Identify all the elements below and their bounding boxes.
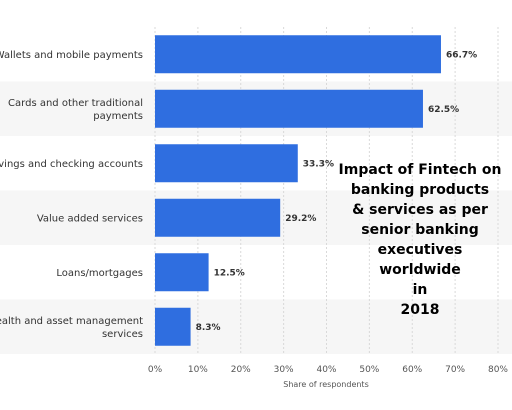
category-labels: Wallets and mobile payments Cards and oth… [0, 50, 143, 340]
overlay-annotation: Impact of Fintech on banking products & se… [336, 160, 504, 320]
category-label: Savings and checking accounts [0, 159, 143, 170]
value-label: 8.3% [196, 323, 221, 333]
x-tick-label: 70% [445, 365, 465, 375]
x-tick-label: 30% [274, 365, 294, 375]
overlay-line: in [412, 282, 428, 298]
bar [155, 144, 298, 183]
overlay-line: banking products [350, 182, 490, 198]
overlay-line: senior banking [361, 222, 479, 238]
value-label: 33.3% [303, 159, 334, 169]
overlay-line: Impact of Fintech on [338, 162, 502, 178]
overlay-line: worldwide [379, 262, 461, 278]
category-label: Loans/mortgages [56, 268, 143, 279]
bar [155, 253, 209, 292]
bars [155, 35, 441, 346]
bar [155, 307, 191, 346]
value-label: 66.7% [446, 50, 477, 60]
overlay-line: 2018 [400, 302, 440, 318]
x-tick-label: 50% [359, 365, 379, 375]
bar [155, 35, 441, 74]
value-label: 62.5% [428, 105, 459, 115]
category-label: Cards and other traditional payments [8, 98, 143, 122]
x-axis-title: Share of respondents [283, 380, 369, 389]
x-tick-labels: 0% 10% 20% 30% 40% 50% 60% 70% 80% [148, 365, 509, 375]
value-labels: 66.7% 62.5% 33.3% 29.2% 12.5% 8.3% [196, 50, 478, 333]
category-label: Value added services [37, 213, 143, 224]
x-tick-label: 20% [231, 365, 251, 375]
gridlines [154, 27, 499, 354]
bar [155, 198, 281, 237]
overlay-line: executives [377, 242, 463, 258]
x-tick-label: 10% [188, 365, 208, 375]
overlay-line: & services as per [352, 202, 488, 218]
x-tick-label: 80% [488, 365, 508, 375]
x-tick-label: 60% [402, 365, 422, 375]
value-label: 29.2% [285, 214, 316, 224]
category-label: Wallets and mobile payments [0, 50, 143, 61]
category-label: Wealth and asset management services [0, 316, 143, 340]
row-band [0, 299, 512, 354]
x-tick-label: 40% [316, 365, 336, 375]
x-tick-label: 0% [148, 365, 163, 375]
value-label: 12.5% [214, 268, 245, 278]
bar [155, 89, 423, 128]
